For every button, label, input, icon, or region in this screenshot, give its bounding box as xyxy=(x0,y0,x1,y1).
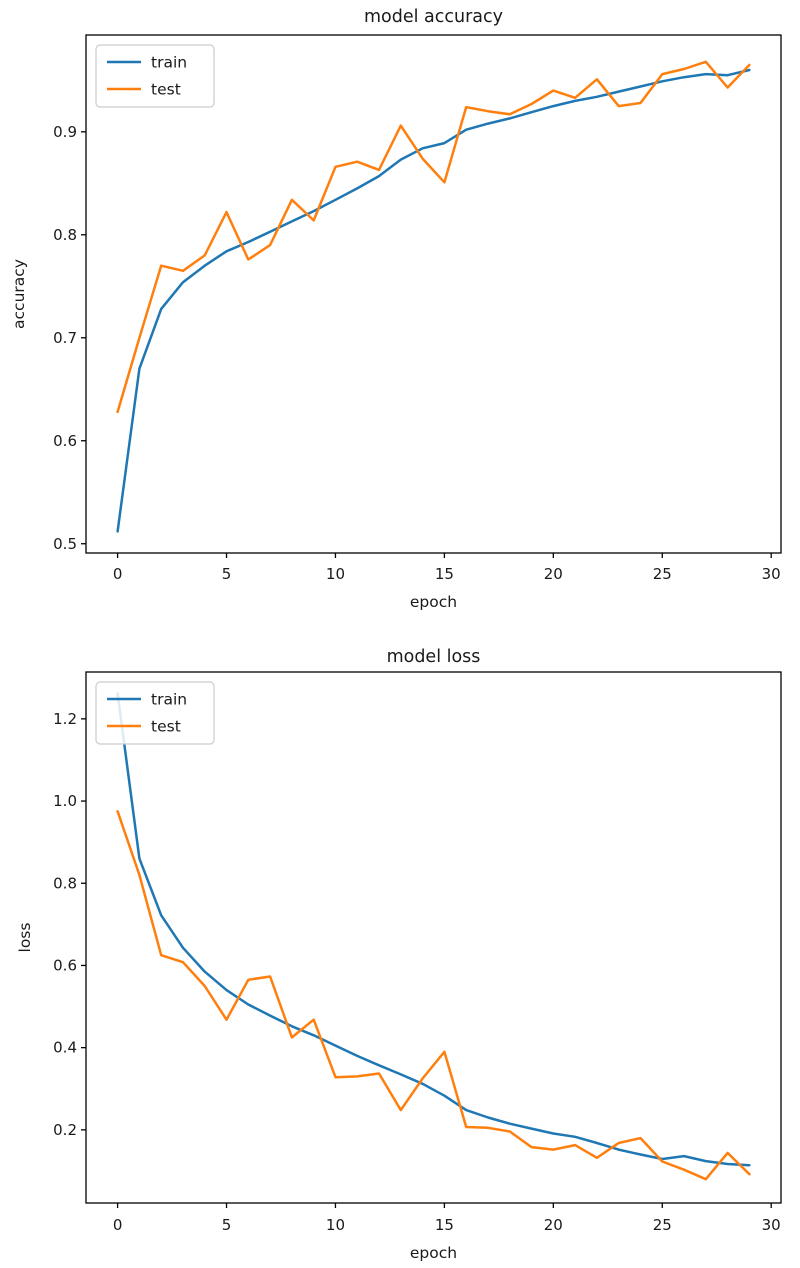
legend: train test xyxy=(95,681,215,745)
accuracy-chart: model accuracy epoch accuracy 0 5 10 15 20 25 30 0… xyxy=(10,7,782,611)
legend-test-label: test xyxy=(151,80,181,98)
chart-title: model accuracy xyxy=(364,7,503,27)
plot-border xyxy=(85,34,782,554)
chart-title: model loss xyxy=(387,647,481,667)
x-tick-label: 5 xyxy=(222,565,232,583)
loss-chart: model loss epoch loss 0 5 10 15 20 25 30 0.2 0.4 0.6… xyxy=(16,647,782,1262)
loss-train-line xyxy=(116,692,751,1167)
y-tick-label: 0.8 xyxy=(53,874,77,892)
y-tick-label: 0.8 xyxy=(53,226,77,244)
legend-test-label: test xyxy=(151,717,181,735)
loss-chart-figure: model loss epoch loss 0 5 10 15 20 25 30 0.2 0.4 0.6… xyxy=(0,634,800,1268)
x-tick-label: 5 xyxy=(222,1216,232,1234)
legend-train-label: train xyxy=(151,53,187,71)
y-tick-label: 0.6 xyxy=(53,432,77,450)
y-axis-label: accuracy xyxy=(10,259,28,329)
y-axis-label: loss xyxy=(16,923,34,953)
legend: train test xyxy=(95,44,215,108)
y-tick-label: 1.0 xyxy=(53,792,77,810)
x-tick-label: 20 xyxy=(544,1216,563,1234)
x-axis-label: epoch xyxy=(410,1244,457,1262)
x-tick-label: 25 xyxy=(653,565,672,583)
accuracy-chart-figure: model accuracy epoch accuracy 0 5 10 15 20 25 30 0… xyxy=(10,7,782,611)
y-tick-label: 1.2 xyxy=(53,710,77,728)
x-tick-label: 0 xyxy=(113,1216,123,1234)
legend-box xyxy=(95,44,215,108)
x-tick-label: 10 xyxy=(326,565,345,583)
y-tick-label: 0.9 xyxy=(53,123,77,141)
x-tick-label: 0 xyxy=(113,565,123,583)
y-tick-label: 0.2 xyxy=(53,1121,77,1139)
x-tick-label: 30 xyxy=(762,565,781,583)
x-tick-label: 10 xyxy=(326,1216,345,1234)
y-tick-label: 0.7 xyxy=(53,329,77,347)
legend-box xyxy=(95,681,215,745)
x-tick-label: 20 xyxy=(544,565,563,583)
y-tick-label: 0.6 xyxy=(53,957,77,975)
x-tick-label: 15 xyxy=(435,1216,454,1234)
y-tick-label: 0.5 xyxy=(53,535,77,553)
x-tick-label: 25 xyxy=(653,1216,672,1234)
loss-test-line xyxy=(116,810,751,1181)
accuracy-train-line xyxy=(116,68,751,533)
plot-border xyxy=(85,671,782,1204)
legend-train-label: train xyxy=(151,690,187,708)
x-tick-label: 30 xyxy=(762,1216,781,1234)
x-axis-label: epoch xyxy=(410,593,457,611)
y-tick-label: 0.4 xyxy=(53,1039,77,1057)
accuracy-test-line xyxy=(116,60,751,414)
x-tick-label: 15 xyxy=(435,565,454,583)
